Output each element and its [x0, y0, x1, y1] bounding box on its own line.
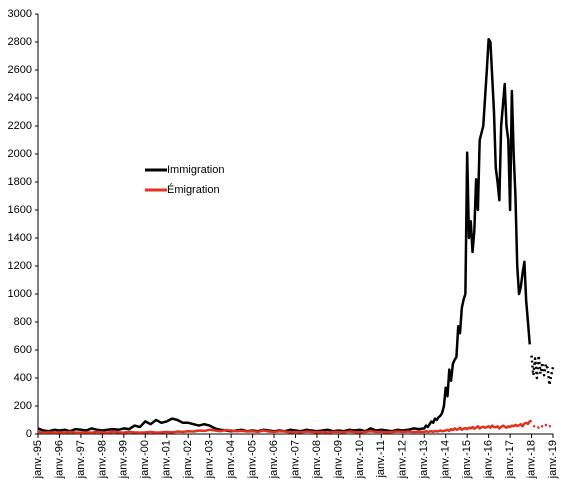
- x-tick-label: janv.-04: [225, 440, 237, 479]
- projection-line: [532, 423, 554, 429]
- legend-label: Immigration: [167, 164, 224, 176]
- projection-line: [530, 354, 555, 387]
- x-tick-label: janv.-17: [504, 440, 516, 479]
- x-tick-label: janv.-13: [418, 440, 430, 479]
- y-tick-label: 1000: [8, 288, 32, 300]
- x-tick-label: janv.-96: [53, 440, 65, 479]
- x-tick-label: janv.-10: [354, 440, 366, 479]
- y-tick-label: 0: [26, 428, 32, 440]
- y-tick-label: 3000: [8, 8, 32, 20]
- x-tick-label: janv.-18: [525, 440, 537, 479]
- x-tick-label: janv.-09: [332, 440, 344, 479]
- y-tick-label: 2000: [8, 148, 32, 160]
- x-tick-label: janv.-16: [483, 440, 495, 479]
- y-tick-label: 1800: [8, 176, 32, 188]
- y-tick-label: 400: [14, 372, 32, 384]
- x-tick-label: janv.-07: [289, 440, 301, 479]
- line: [37, 419, 532, 434]
- x-tick-label: janv.-03: [204, 440, 216, 479]
- line: [37, 37, 532, 433]
- x-tick-label: janv.-05: [246, 440, 258, 479]
- x-tick-label: janv.-06: [268, 440, 280, 479]
- y-tick-label: 600: [14, 344, 32, 356]
- x-tick-label: janv.-14: [440, 440, 452, 479]
- x-tick-label: janv.-08: [311, 440, 323, 479]
- y-tick-label: 2200: [8, 120, 32, 132]
- x-tick-label: janv.-15: [461, 440, 473, 479]
- y-tick-label: 2400: [8, 92, 32, 104]
- y-tick-label: 1200: [8, 260, 32, 272]
- y-tick-label: 1600: [8, 204, 32, 216]
- x-tick-label: janv.-95: [32, 440, 44, 479]
- x-tick-label: janv.-12: [397, 440, 409, 479]
- y-tick-label: 2800: [8, 36, 32, 48]
- x-tick-label: janv.-98: [96, 440, 108, 479]
- y-tick-label: 2600: [8, 64, 32, 76]
- x-tick-label: janv.-97: [75, 440, 87, 479]
- x-tick-label: janv.-01: [161, 440, 173, 479]
- x-tick-label: janv.-99: [118, 440, 130, 479]
- y-tick-label: 800: [14, 316, 32, 328]
- x-tick-label: janv.-19: [547, 440, 559, 479]
- x-tick-label: janv.-11: [375, 440, 387, 479]
- y-tick-label: 200: [14, 400, 32, 412]
- x-tick-label: janv.-02: [182, 440, 194, 479]
- x-tick-label: janv.-00: [139, 440, 151, 479]
- legend-label: Émigration: [167, 183, 220, 196]
- y-tick-label: 1400: [8, 232, 32, 244]
